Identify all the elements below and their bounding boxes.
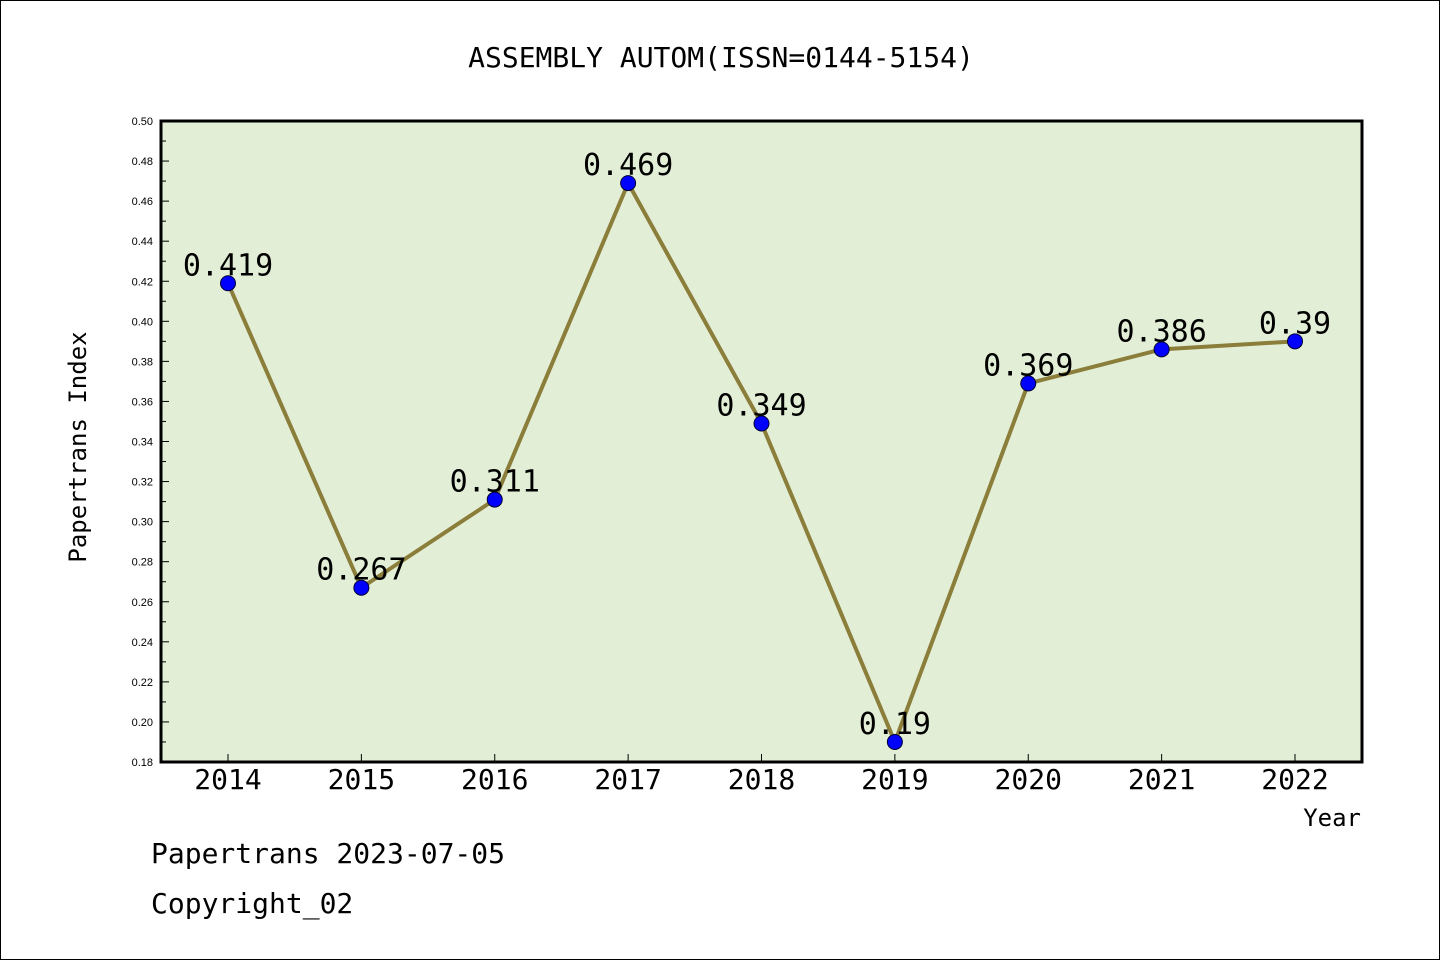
x-tick-label: 2015: [328, 763, 395, 796]
y-tick-label: 0.44: [132, 236, 153, 248]
x-tick-label: 2021: [1128, 763, 1195, 796]
data-point-2018: [753, 415, 770, 432]
y-tick-label: 0.36: [132, 396, 153, 408]
y-tick-label: 0.46: [132, 196, 153, 208]
footer-copyright: Copyright_02: [151, 887, 354, 920]
data-point-2019: [886, 733, 903, 750]
data-label-2021: 0.386: [1116, 314, 1206, 349]
y-tick-label: 0.24: [132, 637, 153, 649]
y-tick-label: 0.18: [132, 757, 153, 769]
data-label-2014: 0.419: [183, 248, 273, 283]
x-axis: 2014 2015 2016 2017 2018 2019 2020 2021 2022: [194, 754, 1329, 796]
y-tick-label: 0.32: [132, 477, 153, 489]
data-point-2022: [1287, 333, 1303, 350]
data-point-2016: [486, 491, 503, 508]
data-label-2016: 0.311: [450, 465, 540, 500]
y-tick-label: 0.34: [132, 437, 153, 449]
series-papertrans-index: 0.419 0.267 0.311 0.469 0.349 0.19 0.369 0.386 0…: [183, 148, 1331, 750]
y-tick-label: 0.22: [132, 677, 153, 689]
x-tick-label: 2018: [728, 763, 795, 796]
y-axis-label: Papertrans Index: [64, 331, 92, 562]
data-label-2022: 0.39: [1259, 306, 1331, 341]
y-tick-label: 0.30: [132, 517, 153, 529]
y-tick-label: 0.48: [132, 156, 153, 168]
data-point-2020: [1020, 375, 1037, 392]
data-label-2015: 0.267: [316, 553, 406, 588]
y-tick-label: 0.38: [132, 356, 153, 368]
x-tick-label: 2016: [461, 763, 528, 796]
data-label-2019: 0.19: [859, 707, 931, 742]
footer-date: Papertrans 2023-07-05: [151, 837, 506, 870]
y-tick-label: 0.28: [132, 557, 153, 569]
data-point-2015: [353, 579, 370, 596]
data-point-2014: [220, 275, 236, 292]
x-tick-label: 2014: [194, 763, 261, 796]
x-tick-label: 2022: [1261, 763, 1328, 796]
data-point-2017: [620, 175, 637, 192]
chart-title: ASSEMBLY AUTOM(ISSN=0144-5154): [468, 41, 974, 74]
x-tick-label: 2020: [995, 763, 1062, 796]
y-tick-label: 0.50: [132, 116, 153, 128]
y-tick-label: 0.20: [132, 717, 153, 729]
data-label-2020: 0.369: [983, 348, 1073, 383]
plot-area: [159, 119, 1364, 764]
x-tick-label: 2019: [861, 763, 928, 796]
x-tick-label: 2017: [594, 763, 661, 796]
data-point-2021: [1153, 341, 1170, 358]
data-label-2018: 0.349: [716, 388, 806, 423]
x-axis-label: Year: [1303, 804, 1361, 832]
data-label-2017: 0.469: [583, 148, 673, 183]
y-tick-label: 0.42: [132, 276, 153, 288]
y-tick-label: 0.40: [132, 316, 153, 328]
y-tick-label: 0.26: [132, 597, 153, 609]
y-axis: 0.18 0.20 0.22 0.24 0.26 0.28 0.30 0.32 0.34 0.36…: [132, 116, 169, 769]
